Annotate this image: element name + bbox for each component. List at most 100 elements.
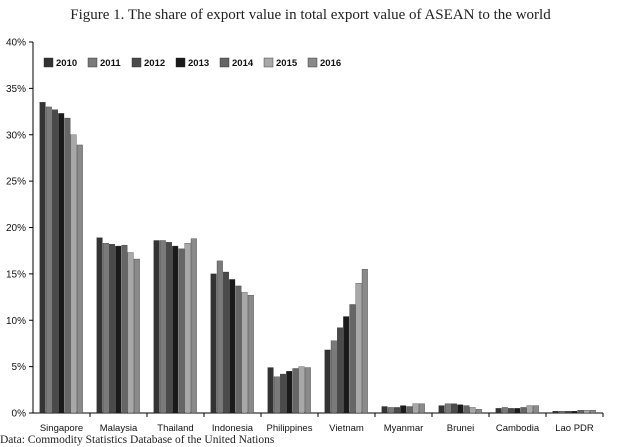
x-category-label: Vietnam xyxy=(329,423,364,434)
bar-2012-malaysia xyxy=(109,244,115,414)
legend-label-2010: 2010 xyxy=(56,58,77,69)
bar-2012-cambodia xyxy=(508,408,514,414)
bar-2016-myanmar xyxy=(418,403,425,414)
bar-2015-cambodia xyxy=(526,405,533,414)
legend-label-2013: 2013 xyxy=(188,58,209,69)
bar-2013-cambodia xyxy=(514,408,521,414)
bar-2010-vietnam xyxy=(324,349,331,414)
x-category-label: Indonesia xyxy=(212,423,254,434)
bar-2015-malaysia xyxy=(127,252,134,414)
bar-2014-malaysia xyxy=(121,244,128,414)
x-category-label: Singapore xyxy=(40,423,83,434)
bar-2015-brunei xyxy=(469,407,476,414)
bar-2014-lao-pdr xyxy=(577,410,584,414)
legend-swatch-2016 xyxy=(307,57,318,68)
chart-title: Figure 1. The share of export value in t… xyxy=(70,7,551,23)
legend-label-2015: 2015 xyxy=(276,58,298,69)
x-category-label: Philippines xyxy=(267,423,313,434)
bar-2016-singapore xyxy=(76,144,83,414)
legend-label-2014: 2014 xyxy=(232,58,254,69)
bar-2013-myanmar xyxy=(400,405,407,414)
bar-2016-cambodia xyxy=(532,405,539,414)
bar-2010-malaysia xyxy=(96,237,103,414)
bar-2010-cambodia xyxy=(495,408,502,414)
bar-2011-cambodia xyxy=(501,407,508,414)
legend-swatch-2014 xyxy=(219,57,230,68)
bar-2013-lao-pdr xyxy=(571,410,578,414)
bar-2013-vietnam xyxy=(343,316,350,414)
legend-label-2012: 2012 xyxy=(144,58,165,69)
chart-legend: 2010 2011 2012 2013 2014 2015 2016 xyxy=(43,57,341,69)
bar-2012-singapore xyxy=(52,109,58,414)
y-tick-label: 20% xyxy=(6,223,26,234)
legend-swatch-2010 xyxy=(43,57,54,68)
bar-2012-myanmar xyxy=(394,407,400,414)
bar-2011-myanmar xyxy=(387,407,394,414)
bar-2010-lao-pdr xyxy=(552,410,559,414)
bar-2011-indonesia xyxy=(216,260,223,414)
bar-2016-thailand xyxy=(190,238,197,414)
bar-2015-thailand xyxy=(184,243,191,414)
bar-2011-brunei xyxy=(444,403,451,414)
bar-2011-vietnam xyxy=(330,340,337,414)
bar-2014-myanmar xyxy=(406,406,413,414)
legend-label-2011: 2011 xyxy=(100,58,121,69)
bar-2011-singapore xyxy=(45,106,52,414)
bar-2016-malaysia xyxy=(133,258,140,414)
y-tick-label: 5% xyxy=(12,362,27,373)
bar-2014-thailand xyxy=(178,248,185,414)
bar-2011-malaysia xyxy=(102,243,109,414)
x-category-label: Malaysia xyxy=(100,423,138,434)
bar-2012-vietnam xyxy=(337,327,343,414)
legend-swatch-2013 xyxy=(175,57,186,68)
data-source-note: Data: Commodity Statistics Database of t… xyxy=(0,434,275,446)
bar-2015-vietnam xyxy=(355,282,362,414)
y-tick-label: 15% xyxy=(6,269,26,280)
bar-2014-cambodia xyxy=(520,407,527,414)
chart-bars xyxy=(39,102,596,414)
legend-swatch-2011 xyxy=(87,57,98,68)
bar-2011-thailand xyxy=(159,240,166,414)
bar-2015-indonesia xyxy=(241,292,248,414)
x-category-label: Cambodia xyxy=(496,423,540,434)
bar-2012-indonesia xyxy=(223,271,229,414)
y-tick-label: 40% xyxy=(6,38,26,49)
bar-2013-thailand xyxy=(172,245,179,414)
bar-2016-brunei xyxy=(475,409,482,414)
chart-axes: 0% 5% 10% 15% 20% 25% 30% 35% 40% Singapore Malays… xyxy=(6,38,604,434)
bar-2014-vietnam xyxy=(349,304,356,414)
bar-2013-philippines xyxy=(286,371,293,414)
bar-2016-philippines xyxy=(304,367,311,414)
y-tick-label: 35% xyxy=(6,84,26,95)
legend-swatch-2012 xyxy=(131,57,142,68)
y-tick-label: 25% xyxy=(6,177,26,188)
bar-2010-myanmar xyxy=(381,406,388,414)
bar-2013-indonesia xyxy=(229,279,236,414)
x-category-label: Lao PDR xyxy=(555,423,594,434)
bar-2012-lao-pdr xyxy=(565,410,571,414)
legend-swatch-2015 xyxy=(263,57,274,68)
bar-2013-malaysia xyxy=(115,245,122,414)
bar-2015-philippines xyxy=(298,366,305,414)
bar-2010-philippines xyxy=(267,367,274,414)
y-tick-label: 10% xyxy=(6,316,26,327)
bar-2014-indonesia xyxy=(235,285,242,414)
y-tick-label: 30% xyxy=(6,130,26,141)
x-category-label: Myanmar xyxy=(384,423,424,434)
bar-2013-brunei xyxy=(457,404,464,414)
bar-2015-lao-pdr xyxy=(583,410,590,414)
bar-2014-singapore xyxy=(64,117,71,414)
bar-2012-thailand xyxy=(166,242,172,414)
bar-2012-brunei xyxy=(451,403,457,414)
x-category-label: Thailand xyxy=(157,423,193,434)
bar-2015-singapore xyxy=(70,134,77,414)
bar-2014-brunei xyxy=(463,405,470,414)
bar-2011-lao-pdr xyxy=(558,410,565,414)
bar-2015-myanmar xyxy=(412,403,419,414)
bar-2013-singapore xyxy=(58,113,65,414)
bar-2016-lao-pdr xyxy=(589,410,596,414)
bar-2016-vietnam xyxy=(361,269,368,414)
bar-2012-philippines xyxy=(280,373,286,414)
